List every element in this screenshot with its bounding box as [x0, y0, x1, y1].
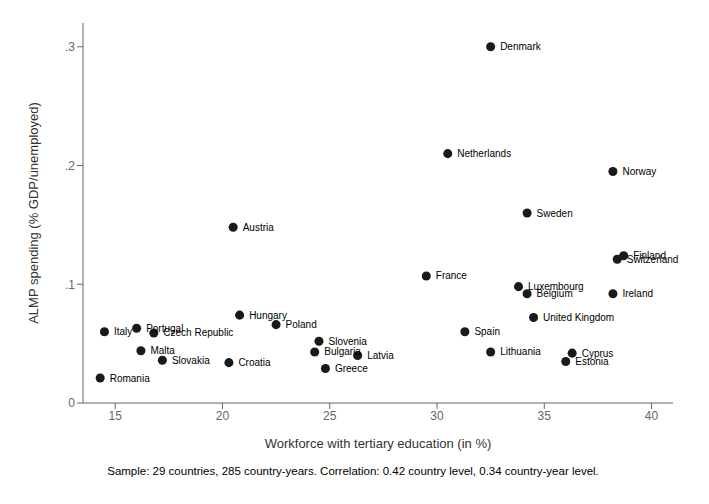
svg-text:Ireland: Ireland: [622, 288, 653, 299]
svg-text:Norway: Norway: [622, 166, 656, 177]
svg-text:40: 40: [645, 409, 659, 423]
svg-text:Greece: Greece: [335, 363, 368, 374]
svg-text:Croatia: Croatia: [238, 357, 271, 368]
svg-text:.1: .1: [65, 278, 75, 292]
svg-text:15: 15: [109, 409, 123, 423]
svg-text:Netherlands: Netherlands: [457, 148, 511, 159]
svg-text:Denmark: Denmark: [500, 41, 542, 52]
svg-text:Hungary: Hungary: [249, 310, 287, 321]
svg-text:Workforce with tertiary educat: Workforce with tertiary education (in %): [265, 436, 492, 451]
svg-text:Estonia: Estonia: [575, 356, 609, 367]
svg-text:Austria: Austria: [243, 222, 275, 233]
svg-text:Switzerland: Switzerland: [627, 254, 679, 265]
svg-text:Bulgaria: Bulgaria: [324, 346, 361, 357]
svg-text:United Kingdom: United Kingdom: [543, 312, 614, 323]
svg-text:Luxembourg: Luxembourg: [528, 281, 584, 293]
svg-text:.3: .3: [65, 40, 75, 54]
svg-text:25: 25: [323, 409, 337, 423]
svg-text:.2: .2: [65, 159, 75, 173]
svg-text:Lithuania: Lithuania: [500, 346, 541, 357]
svg-text:Slovenia: Slovenia: [329, 336, 368, 347]
svg-text:Romania: Romania: [110, 373, 150, 384]
svg-text:ALMP spending (% GDP/unemploye: ALMP spending (% GDP/unemployed): [26, 102, 41, 324]
svg-text:France: France: [436, 270, 468, 281]
svg-text:20: 20: [216, 409, 230, 423]
svg-text:0: 0: [68, 396, 75, 410]
svg-text:35: 35: [538, 409, 552, 423]
svg-text:Malta: Malta: [150, 345, 175, 357]
svg-text:Slovakia: Slovakia: [172, 355, 210, 366]
svg-text:Sweden: Sweden: [537, 208, 573, 219]
svg-text:Czech Republic: Czech Republic: [163, 327, 233, 338]
html-text:Sample: 29 countries, 285 coun: Sample: 29 countries, 285 country-years.…: [107, 465, 599, 477]
svg-text:Poland: Poland: [286, 319, 317, 330]
svg-text:Cyprus: Cyprus: [581, 347, 614, 359]
svg-text:Latvia: Latvia: [367, 350, 394, 361]
svg-text:Italy: Italy: [114, 326, 132, 337]
svg-text:30: 30: [430, 409, 444, 423]
svg-text:Belgium: Belgium: [537, 288, 573, 299]
svg-text:Spain: Spain: [474, 326, 500, 337]
